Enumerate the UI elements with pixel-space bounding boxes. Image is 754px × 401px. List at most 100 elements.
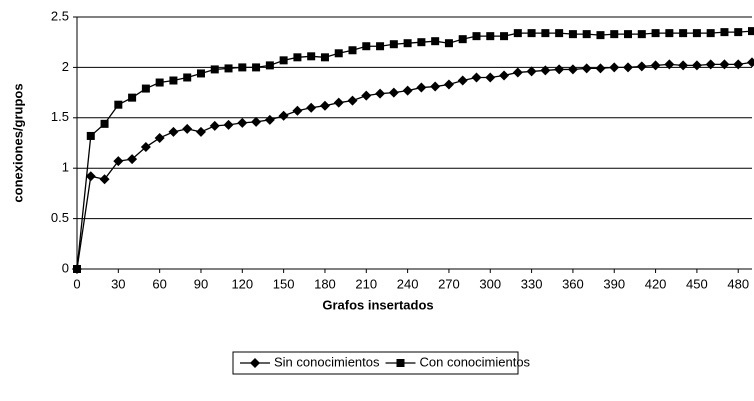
marker [457, 75, 468, 86]
series-line [76, 30, 753, 270]
marker [348, 46, 357, 55]
marker [691, 60, 702, 71]
marker [581, 63, 592, 74]
marker [416, 82, 427, 93]
marker [719, 59, 730, 70]
marker [637, 30, 646, 39]
x-tick-label: 390 [603, 276, 625, 291]
marker [692, 29, 701, 38]
marker [128, 93, 137, 102]
legend-box [232, 351, 519, 375]
marker [376, 42, 385, 51]
legend-label: Sin conocimientos [274, 354, 380, 369]
marker [375, 88, 386, 99]
y-tick-label: 0.5 [51, 210, 69, 225]
marker [747, 57, 754, 68]
marker [402, 85, 413, 96]
marker [140, 142, 151, 153]
marker [307, 52, 316, 61]
marker [609, 62, 620, 73]
x-tick-label: 60 [152, 276, 166, 291]
marker [541, 29, 550, 38]
x-tick-label: 450 [686, 276, 708, 291]
marker [265, 61, 274, 70]
marker [499, 70, 510, 81]
marker [168, 126, 179, 137]
marker [196, 69, 205, 78]
marker [334, 49, 343, 58]
marker [734, 28, 743, 37]
marker [127, 154, 138, 165]
marker [678, 60, 689, 71]
marker [555, 29, 564, 38]
marker [540, 65, 551, 76]
marker [100, 119, 109, 128]
marker [748, 27, 754, 36]
x-tick-label: 270 [438, 276, 460, 291]
marker [733, 59, 744, 70]
marker [252, 63, 261, 72]
x-tick-label: 480 [727, 276, 749, 291]
marker [155, 78, 164, 87]
marker [720, 28, 729, 37]
marker [223, 119, 234, 130]
marker [567, 64, 578, 75]
marker [169, 76, 178, 85]
marker [486, 32, 495, 41]
marker [512, 67, 523, 78]
x-tick-label: 90 [194, 276, 208, 291]
marker [624, 30, 633, 39]
marker [347, 95, 358, 106]
series-line [76, 61, 753, 270]
x-tick-label: 330 [521, 276, 543, 291]
marker [431, 37, 440, 46]
marker [472, 32, 481, 41]
marker [85, 171, 96, 182]
marker [306, 102, 317, 113]
marker [610, 30, 619, 39]
marker [210, 65, 219, 74]
marker [320, 53, 329, 62]
y-tick-label: 2.5 [51, 8, 69, 23]
marker [679, 29, 688, 38]
marker [114, 100, 123, 109]
marker [251, 116, 262, 127]
marker [73, 265, 81, 273]
y-tick-label: 1.5 [51, 109, 69, 124]
x-tick-label: 420 [645, 276, 667, 291]
marker [458, 35, 467, 44]
x-tick-label: 210 [355, 276, 377, 291]
marker [99, 174, 110, 185]
x-tick-label: 240 [397, 276, 419, 291]
marker [623, 62, 634, 73]
marker [141, 84, 150, 93]
marker [278, 110, 289, 121]
marker [183, 73, 192, 82]
marker [292, 105, 303, 116]
x-tick-label: 150 [273, 276, 295, 291]
marker [650, 60, 661, 71]
y-tick-label: 2 [62, 59, 69, 74]
marker [568, 30, 577, 39]
marker [444, 39, 453, 48]
marker [333, 97, 344, 108]
marker [154, 132, 165, 143]
y-axis-label: conexiones/grupos [10, 83, 25, 202]
legend-marker [396, 359, 405, 367]
marker [705, 59, 716, 70]
x-tick-label: 360 [562, 276, 584, 291]
x-tick-label: 0 [73, 276, 80, 291]
legend-label: Con conocimientos [420, 354, 531, 369]
marker [526, 66, 537, 77]
marker [596, 31, 605, 40]
x-tick-label: 300 [479, 276, 501, 291]
marker [264, 114, 275, 125]
x-tick-label: 30 [111, 276, 125, 291]
marker [595, 63, 606, 74]
x-tick-label: 180 [314, 276, 336, 291]
marker [417, 38, 426, 47]
marker [651, 29, 660, 38]
marker [706, 29, 715, 38]
marker [182, 123, 193, 134]
